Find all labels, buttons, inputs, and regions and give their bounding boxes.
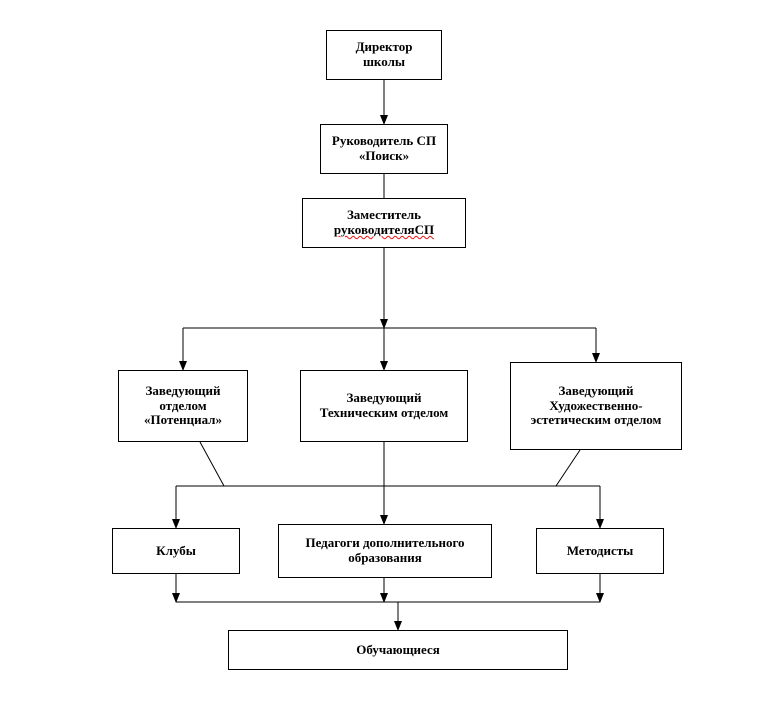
node-leader: Руководитель СП «Поиск» <box>320 124 448 174</box>
edges-layer <box>0 0 768 701</box>
node-label: Заместитель руководителяСП <box>309 208 459 238</box>
node-methodists: Методисты <box>536 528 664 574</box>
node-dept-art: Заведующий Художественно-эстетическим от… <box>510 362 682 450</box>
node-label: Заведующий Техническим отделом <box>307 391 461 421</box>
node-label: Директор школы <box>333 40 435 70</box>
node-deputy: Заместитель руководителяСП <box>302 198 466 248</box>
node-label: Заведующий Художественно-эстетическим от… <box>517 384 675 429</box>
node-label: Заведующий отделом «Потенциал» <box>125 384 241 429</box>
node-label: Клубы <box>156 544 196 559</box>
node-label: Методисты <box>567 544 634 559</box>
node-label: Обучающиеся <box>356 643 440 658</box>
node-dept-technical: Заведующий Техническим отделом <box>300 370 468 442</box>
node-clubs: Клубы <box>112 528 240 574</box>
node-label: Руководитель СП «Поиск» <box>327 134 441 164</box>
node-dept-potential: Заведующий отделом «Потенциал» <box>118 370 248 442</box>
node-teachers: Педагоги дополнительного образования <box>278 524 492 578</box>
org-chart-canvas: Директор школы Руководитель СП «Поиск» З… <box>0 0 768 701</box>
node-students: Обучающиеся <box>228 630 568 670</box>
node-label: Педагоги дополнительного образования <box>285 536 485 566</box>
node-director: Директор школы <box>326 30 442 80</box>
